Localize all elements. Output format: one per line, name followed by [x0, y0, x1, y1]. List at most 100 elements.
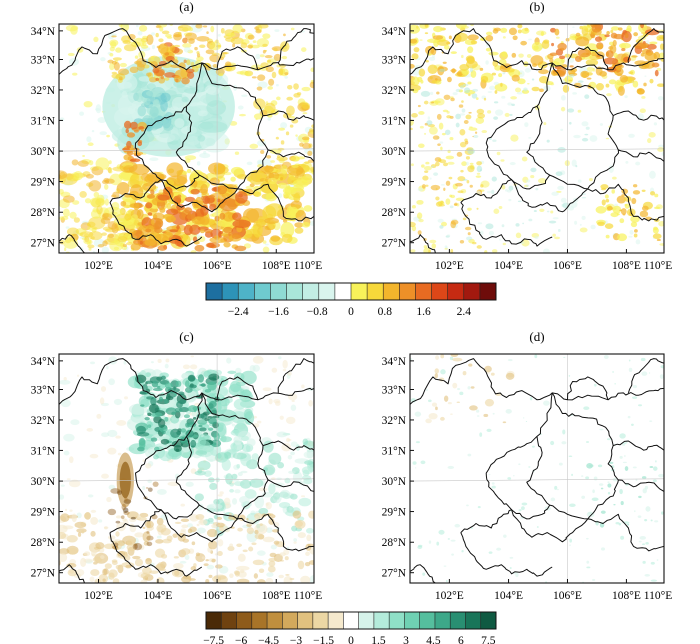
colorbar-bottom-swatch — [206, 612, 222, 629]
panel-b-lat-label: 29°N — [382, 177, 407, 189]
panel-d-lon-label: 104°E — [494, 590, 523, 602]
field-layer — [59, 24, 664, 583]
panel-b-lat-label: 28°N — [382, 207, 407, 219]
colorbar-bottom-tick-label: 0 — [348, 635, 354, 644]
colorbar-top-tick-label: 0.8 — [378, 306, 393, 318]
panel-c-lat-label: 34°N — [31, 356, 56, 368]
panel-c-lon-label: 102°E — [84, 590, 113, 602]
panel-a-lon-label: 110°E — [294, 260, 322, 272]
panel-d-lat-label: 31°N — [382, 445, 407, 457]
panel-c-frame — [58, 353, 315, 584]
panel-b-boundaries — [410, 28, 664, 253]
panel-a-lon-label: 102°E — [84, 260, 113, 272]
panel-c-lon-label: 110°E — [294, 590, 322, 602]
colorbar-top-tick-label: −2.4 — [228, 306, 249, 318]
colorbar-bottom-tick-label: 3 — [403, 635, 409, 644]
panel-b-lat-label: 33°N — [382, 54, 407, 66]
panel-d-lon-label: 106°E — [553, 590, 582, 602]
colorbar-bottom-swatch — [358, 612, 375, 629]
colorbar-top-swatch — [447, 283, 465, 300]
panel-c-lat-label: 30°N — [31, 476, 56, 488]
panel-c-field — [59, 354, 314, 583]
colorbar-top-swatch — [463, 283, 481, 300]
panel-a-lat-label: 28°N — [31, 207, 56, 219]
boundary-layer — [59, 28, 664, 583]
panel-d-frame — [409, 353, 665, 584]
panel-c-lon-label: 106°E — [203, 590, 232, 602]
panel-a-lon-label: 106°E — [203, 260, 232, 272]
panel-a-lon-label: 108°E — [262, 260, 291, 272]
colorbar-bottom-swatch — [312, 612, 329, 629]
colorbar-top-swatch — [351, 283, 368, 300]
colorbar-top-swatch — [399, 283, 416, 300]
colorbar-bottom-tick-label: 7.5 — [481, 635, 496, 644]
colorbar-bottom-tick-label: 6 — [458, 635, 464, 644]
colorbar-top-tick-label: −0.8 — [307, 306, 328, 318]
panel-a-lat-label: 31°N — [31, 115, 56, 127]
colorbar-top-swatch — [318, 283, 336, 300]
colorbar-top-swatch — [270, 283, 287, 300]
panel-b-lon-label: 110°E — [644, 260, 672, 272]
colorbar-top-swatch — [302, 283, 320, 300]
colorbar-top-swatch — [254, 283, 271, 300]
colorbar-bottom-swatch — [404, 612, 420, 629]
panel-a-field — [59, 24, 314, 253]
panel-b-lat-label: 32°N — [382, 85, 407, 97]
panel-b-field — [410, 24, 664, 253]
panel-c-lat-label: 27°N — [31, 568, 56, 580]
colorbar-bottom-swatch — [373, 612, 390, 629]
panel-c-lon-label: 108°E — [262, 590, 291, 602]
colorbar-bottom-swatch — [465, 612, 482, 629]
panel-b-lat-label: 30°N — [382, 146, 407, 158]
panel-a-boundaries — [59, 28, 314, 253]
colorbar-bottom-swatch — [328, 612, 344, 629]
panel-c-lat-label: 31°N — [31, 445, 56, 457]
colorbar-bottom-tick-label: −6 — [235, 635, 247, 644]
panel-b-lat-label: 27°N — [382, 238, 407, 250]
colorbar-bottom-swatch — [267, 612, 283, 629]
colorbar-bottom-swatch — [297, 612, 314, 629]
panel-b-title: (b) — [529, 0, 544, 14]
colorbar-top-swatch — [222, 283, 239, 300]
colorbar-bottom-swatch — [450, 612, 466, 629]
panel-b-lat-label: 31°N — [382, 115, 407, 127]
panel-b-lon-label: 104°E — [494, 260, 523, 272]
panel-d-lon-label: 110°E — [644, 590, 672, 602]
colorbar-bottom-tick-label: −3 — [290, 635, 302, 644]
panel-c-lat-label: 33°N — [31, 384, 56, 396]
panel-c-lat-label: 32°N — [31, 415, 56, 427]
panel-c-lat-label: 28°N — [31, 537, 56, 549]
frame-layer — [58, 23, 665, 584]
colorbar-bottom-swatch — [251, 612, 268, 629]
panel-a-lat-label: 29°N — [31, 177, 56, 189]
panel-b-lon-label: 108°E — [612, 260, 641, 272]
panel-c-boundaries — [59, 358, 314, 583]
colorbar-layer: −2.4 −1.6 −0.8 0 0.8 1.6 2.4 −7.5 −6 −4.5 −3 −1.5 0 1… — [203, 282, 497, 644]
colorbar-bottom: −7.5 −6 −4.5 −3 −1.5 0 1.5 3 4.5 6 7.5 — [203, 611, 497, 644]
colorbar-bottom-tick-label: 1.5 — [371, 635, 386, 644]
panel-a-lat-label: 34°N — [31, 26, 56, 38]
colorbar-top-tick-label: 1.6 — [416, 306, 431, 318]
colorbar-top-tick-label: 2.4 — [457, 306, 472, 318]
colorbar-top-swatch — [479, 283, 497, 300]
panel-b-lon-label: 102°E — [435, 260, 464, 272]
colorbar-top-tick-label: 0 — [348, 306, 354, 318]
colorbar-bottom-swatch — [419, 612, 436, 629]
panel-a-lon-label: 104°E — [144, 260, 173, 272]
colorbar-top-swatch — [383, 283, 400, 300]
panel-d-title: (d) — [529, 329, 544, 344]
panel-a-lat-label: 32°N — [31, 85, 56, 97]
colorbar-bottom-tick-label: −1.5 — [313, 635, 334, 644]
panel-b-lat-label: 34°N — [382, 26, 407, 38]
colorbar-bottom-swatch — [221, 612, 237, 629]
panel-b-lon-label: 106°E — [553, 260, 582, 272]
colorbar-top-swatch — [431, 283, 448, 300]
panel-d-lon-label: 102°E — [435, 590, 464, 602]
label-layer: (a) 27°N 28°N 29°N 30°N 31°N 32°N 33°N 34°N 102°E… — [31, 0, 673, 602]
panel-b-graticule — [410, 24, 664, 253]
panel-a-title: (a) — [179, 0, 193, 14]
panel-d-boundaries — [410, 358, 664, 583]
panel-a-lat-label: 30°N — [31, 146, 56, 158]
panel-d-lat-label: 27°N — [382, 568, 407, 580]
